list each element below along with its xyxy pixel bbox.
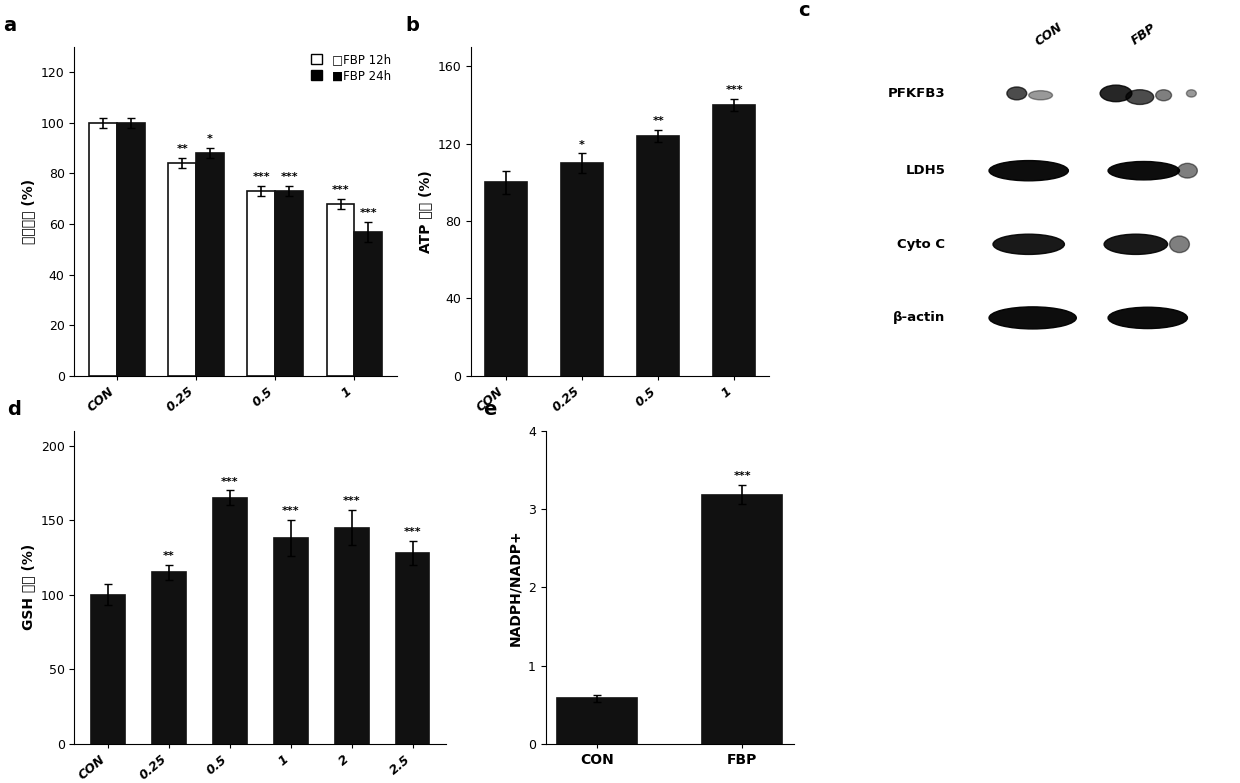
Ellipse shape <box>1109 307 1188 329</box>
Bar <box>89 123 117 376</box>
Ellipse shape <box>1187 90 1197 97</box>
Ellipse shape <box>1100 85 1132 102</box>
Text: ***: *** <box>343 496 361 506</box>
Text: a: a <box>4 16 16 34</box>
Bar <box>196 153 223 376</box>
Bar <box>702 495 782 744</box>
Text: ***: *** <box>404 527 422 537</box>
Bar <box>248 191 275 376</box>
Ellipse shape <box>1007 87 1027 100</box>
Text: PFKFB3: PFKFB3 <box>888 87 945 100</box>
Text: **: ** <box>176 145 188 154</box>
Text: ***: *** <box>332 185 350 195</box>
Text: ***: *** <box>253 172 270 182</box>
Bar <box>485 182 527 376</box>
Text: *: * <box>579 139 585 150</box>
Y-axis label: 乳酸水平 (%): 乳酸水平 (%) <box>21 179 35 244</box>
Bar <box>153 572 186 744</box>
Ellipse shape <box>1109 161 1179 180</box>
Text: ***: *** <box>281 507 300 517</box>
Ellipse shape <box>1126 90 1153 104</box>
Text: FBP: FBP <box>1128 21 1158 48</box>
Text: c: c <box>799 1 810 20</box>
Bar <box>557 698 637 744</box>
Ellipse shape <box>1029 91 1053 100</box>
Text: Cyto C: Cyto C <box>898 238 945 251</box>
Bar <box>713 105 755 376</box>
Bar <box>213 498 247 744</box>
Text: d: d <box>7 400 21 419</box>
Bar <box>92 595 125 744</box>
Ellipse shape <box>1156 90 1172 101</box>
Text: b: b <box>405 16 419 34</box>
Bar <box>274 538 308 744</box>
Bar <box>275 191 303 376</box>
Text: ***: *** <box>221 477 239 486</box>
Bar <box>169 164 196 376</box>
Ellipse shape <box>1169 236 1189 253</box>
Ellipse shape <box>993 234 1064 254</box>
Bar <box>637 136 680 376</box>
Text: β-actin: β-actin <box>893 312 945 324</box>
Y-axis label: ATP 水平 (%): ATP 水平 (%) <box>418 170 433 253</box>
Bar <box>396 553 429 744</box>
Legend: □FBP 12h, ■FBP 24h: □FBP 12h, ■FBP 24h <box>310 53 391 82</box>
Ellipse shape <box>990 161 1069 181</box>
Y-axis label: NADPH/NADP+: NADPH/NADP+ <box>508 529 522 645</box>
Text: **: ** <box>652 117 663 126</box>
Text: ***: *** <box>280 172 298 182</box>
Bar <box>355 232 382 376</box>
Y-axis label: GSH 水平 (%): GSH 水平 (%) <box>21 544 35 630</box>
Bar <box>117 123 145 376</box>
Text: ***: *** <box>734 471 751 481</box>
Text: LDH5: LDH5 <box>905 164 945 177</box>
Ellipse shape <box>1104 234 1168 254</box>
Text: ***: *** <box>360 207 377 218</box>
Bar <box>560 163 603 376</box>
Text: *: * <box>207 135 213 144</box>
Ellipse shape <box>990 307 1076 329</box>
Ellipse shape <box>1178 164 1198 178</box>
Bar <box>335 528 368 744</box>
Text: FBP (mM): FBP (mM) <box>621 474 694 488</box>
Text: ***: *** <box>725 85 743 96</box>
Bar <box>326 204 355 376</box>
Text: e: e <box>484 400 497 419</box>
Text: CON: CON <box>1033 20 1065 49</box>
Text: **: ** <box>164 551 175 561</box>
